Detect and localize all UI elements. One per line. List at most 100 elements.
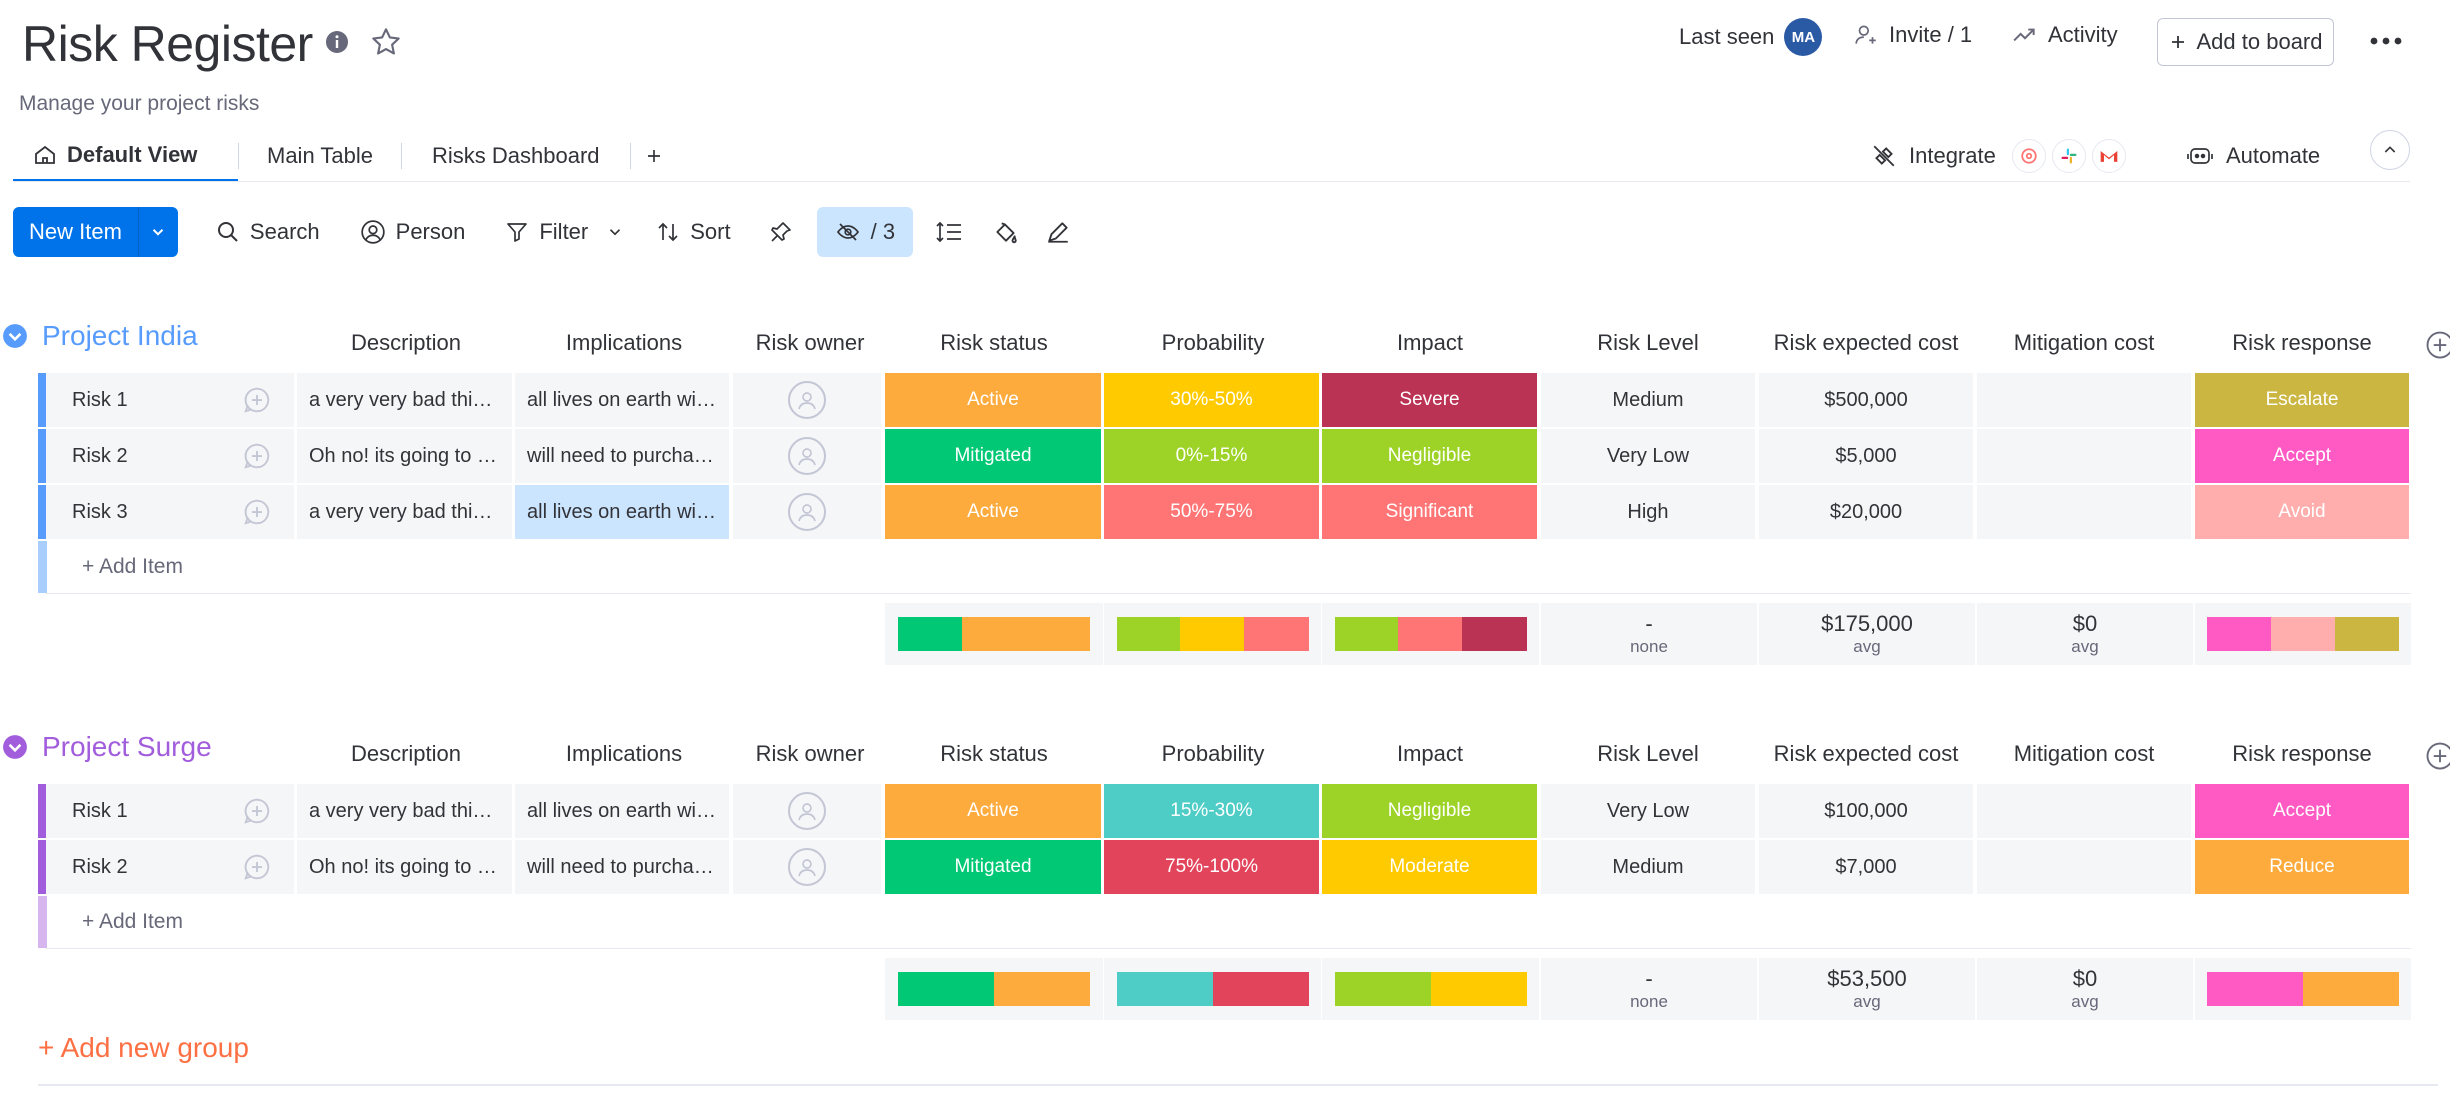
expected-cost-cell[interactable]: $7,000 bbox=[1759, 840, 1975, 894]
expected-cost-cell[interactable]: $500,000 bbox=[1759, 373, 1975, 427]
risk-level-cell[interactable]: High bbox=[1541, 485, 1757, 539]
impact-summary[interactable] bbox=[1322, 603, 1539, 665]
new-item-button[interactable]: New Item bbox=[13, 207, 178, 257]
status-summary[interactable] bbox=[885, 958, 1103, 1020]
risk-response-summary[interactable] bbox=[2195, 958, 2411, 1020]
item-name-cell[interactable]: Risk 2 bbox=[46, 429, 296, 483]
risk-response-cell[interactable]: Accept bbox=[2195, 429, 2411, 483]
add-update-icon[interactable] bbox=[242, 385, 272, 415]
column-header-mitigation[interactable]: Mitigation cost bbox=[2013, 330, 2155, 355]
group-name[interactable]: Project Surge bbox=[42, 731, 212, 762]
column-header-implications[interactable]: Implications bbox=[565, 330, 683, 355]
tab-risks-dashboard[interactable]: Risks Dashboard bbox=[402, 130, 630, 182]
info-icon[interactable] bbox=[325, 30, 349, 54]
probability-summary[interactable] bbox=[1104, 603, 1321, 665]
mitigation-cost-cell[interactable] bbox=[1977, 485, 2193, 539]
search-button[interactable]: Search bbox=[196, 207, 340, 257]
description-cell[interactable]: Oh no! its going to rain bbox=[297, 429, 514, 483]
impact-cell[interactable]: Negligible bbox=[1322, 784, 1539, 838]
risk-response-cell[interactable]: Accept bbox=[2195, 784, 2411, 838]
column-header-status[interactable]: Risk status bbox=[940, 741, 1048, 766]
new-item-dropdown[interactable] bbox=[137, 207, 178, 257]
item-name[interactable]: Risk 1 bbox=[72, 799, 128, 822]
column-header-owner[interactable]: Risk owner bbox=[755, 741, 865, 766]
integrate-button[interactable]: Integrate bbox=[1871, 134, 2126, 178]
item-name[interactable]: Risk 1 bbox=[72, 388, 128, 411]
risk-response-cell[interactable]: Escalate bbox=[2195, 373, 2411, 427]
risk-status-cell[interactable]: Active bbox=[885, 373, 1103, 427]
impact-cell[interactable]: Negligible bbox=[1322, 429, 1539, 483]
item-name-cell[interactable]: Risk 1 bbox=[46, 373, 296, 427]
item-name[interactable]: Risk 2 bbox=[72, 855, 128, 878]
add-update-icon[interactable] bbox=[242, 441, 272, 471]
probability-cell[interactable]: 30%-50% bbox=[1104, 373, 1321, 427]
description-cell[interactable]: Oh no! its going to rain bbox=[297, 840, 514, 894]
tab-default-view[interactable]: Default View bbox=[13, 130, 238, 182]
person-placeholder-icon[interactable] bbox=[788, 381, 826, 419]
sort-button[interactable]: Sort bbox=[636, 207, 750, 257]
person-placeholder-icon[interactable] bbox=[788, 848, 826, 886]
expected-cost-cell[interactable]: $100,000 bbox=[1759, 784, 1975, 838]
probability-cell[interactable]: 0%-15% bbox=[1104, 429, 1321, 483]
column-header-mitigation[interactable]: Mitigation cost bbox=[2013, 741, 2155, 766]
risk-owner-cell[interactable] bbox=[733, 373, 883, 427]
person-filter-button[interactable]: Person bbox=[340, 207, 486, 257]
description-cell[interactable]: a very very bad thing will happen bbox=[297, 485, 514, 539]
risk-status-cell[interactable]: Mitigated bbox=[885, 840, 1103, 894]
board-description[interactable]: Manage your project risks bbox=[19, 92, 260, 115]
add-column-icon[interactable] bbox=[2425, 330, 2450, 360]
column-header-cost[interactable]: Risk expected cost bbox=[1773, 330, 1959, 355]
add-update-icon[interactable] bbox=[242, 497, 272, 527]
add-column-icon[interactable] bbox=[2425, 741, 2450, 771]
mitigation-cost-cell[interactable] bbox=[1977, 373, 2193, 427]
risk-owner-cell[interactable] bbox=[733, 840, 883, 894]
tab-main-table[interactable]: Main Table bbox=[239, 130, 401, 182]
person-placeholder-icon[interactable] bbox=[788, 437, 826, 475]
pin-button[interactable] bbox=[751, 207, 811, 257]
filter-button[interactable]: Filter bbox=[485, 207, 596, 257]
impact-cell[interactable]: Severe bbox=[1322, 373, 1539, 427]
add-update-icon[interactable] bbox=[242, 796, 272, 826]
column-header-level[interactable]: Risk Level bbox=[1597, 330, 1699, 355]
group-collapse-icon[interactable] bbox=[2, 734, 28, 760]
mitigation-cost-cell[interactable] bbox=[1977, 429, 2193, 483]
star-icon[interactable] bbox=[370, 26, 402, 58]
add-item-row[interactable]: + Add Item bbox=[82, 555, 183, 578]
group-title[interactable]: Project India bbox=[2, 320, 198, 352]
column-header-description[interactable]: Description bbox=[350, 741, 462, 766]
description-cell[interactable]: a very very bad thing will happen bbox=[297, 784, 514, 838]
probability-summary[interactable] bbox=[1104, 958, 1321, 1020]
implications-cell[interactable]: all lives on earth will end bbox=[515, 784, 731, 838]
column-header-impact[interactable]: Impact bbox=[1396, 741, 1464, 766]
expected-cost-cell[interactable]: $20,000 bbox=[1759, 485, 1975, 539]
risk-level-cell[interactable]: Very Low bbox=[1541, 784, 1757, 838]
group-title[interactable]: Project Surge bbox=[2, 731, 212, 763]
group-name[interactable]: Project India bbox=[42, 320, 198, 351]
new-item-label[interactable]: New Item bbox=[29, 219, 122, 244]
implications-cell[interactable]: all lives on earth will end bbox=[515, 485, 731, 539]
item-name[interactable]: Risk 3 bbox=[72, 500, 128, 523]
risk-response-cell[interactable]: Reduce bbox=[2195, 840, 2411, 894]
column-header-probability[interactable]: Probability bbox=[1161, 330, 1265, 355]
more-options-icon[interactable] bbox=[2369, 34, 2403, 48]
item-name-cell[interactable]: Risk 2 bbox=[46, 840, 296, 894]
item-name[interactable]: Risk 2 bbox=[72, 444, 128, 467]
mitigation-cost-cell[interactable] bbox=[1977, 784, 2193, 838]
column-header-impact[interactable]: Impact bbox=[1396, 330, 1464, 355]
item-name-cell[interactable]: Risk 1 bbox=[46, 784, 296, 838]
formatting-button[interactable] bbox=[1031, 207, 1085, 257]
description-cell[interactable]: a very very bad thing will happen bbox=[297, 373, 514, 427]
risk-owner-cell[interactable] bbox=[733, 784, 883, 838]
add-item-row[interactable]: + Add Item bbox=[82, 910, 183, 933]
add-new-group-button[interactable]: + Add new group bbox=[38, 1032, 249, 1063]
person-placeholder-icon[interactable] bbox=[788, 493, 826, 531]
risk-status-cell[interactable]: Active bbox=[885, 485, 1103, 539]
risk-status-cell[interactable]: Active bbox=[885, 784, 1103, 838]
add-update-icon[interactable] bbox=[242, 852, 272, 882]
column-header-response[interactable]: Risk response bbox=[2232, 741, 2372, 766]
collapse-header-button[interactable] bbox=[2370, 130, 2410, 170]
expected-cost-cell[interactable]: $5,000 bbox=[1759, 429, 1975, 483]
invite-button[interactable]: Invite / 1 bbox=[1853, 22, 1972, 48]
impact-summary[interactable] bbox=[1322, 958, 1539, 1020]
risk-level-cell[interactable]: Medium bbox=[1541, 373, 1757, 427]
